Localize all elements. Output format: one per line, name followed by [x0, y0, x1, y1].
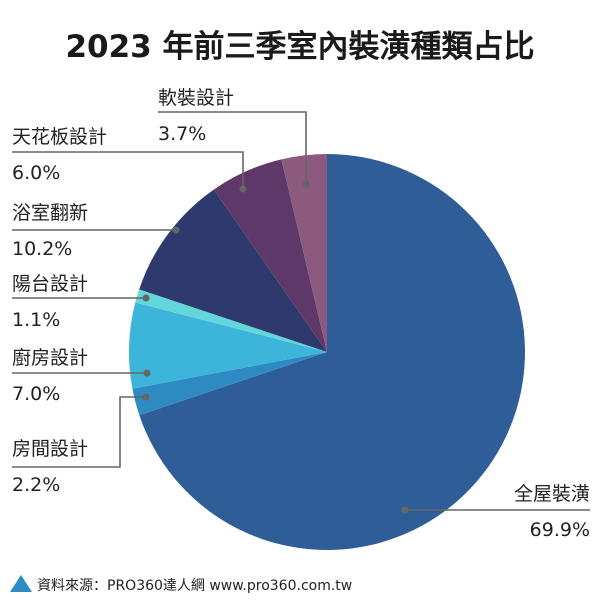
source-text: 資料來源：PRO360達人網 www.pro360.com.tw — [37, 578, 352, 594]
leader-dot — [239, 185, 247, 193]
pie-slice — [281, 154, 327, 352]
slice-label: 天花板設計 — [12, 126, 107, 148]
leader-line — [12, 396, 146, 468]
pie-slice — [135, 289, 327, 352]
slice-label: 全屋裝潢 — [514, 483, 590, 505]
slice-value-label: 3.7% — [158, 123, 206, 145]
slice-labels: 全屋裝潢 69.9% 房間設計 2.2% 廚房設計 7.0% 陽台設計 1.1% 浴室翻新 10.… — [12, 87, 590, 541]
leader-dot — [401, 506, 409, 514]
leader-dot — [142, 294, 150, 302]
pie-slice — [139, 154, 525, 551]
pie-slices — [129, 154, 525, 551]
slice-value-label: 2.2% — [12, 474, 60, 496]
leader-dot — [172, 226, 180, 234]
pie-slice — [129, 302, 327, 389]
slice-label: 廚房設計 — [12, 346, 88, 369]
slice-value-label: 1.1% — [12, 309, 60, 331]
pie-slice — [213, 159, 327, 352]
slice-value-label: 10.2% — [12, 238, 72, 260]
slice-value-label: 7.0% — [12, 383, 60, 405]
leader-line — [158, 111, 307, 184]
leader-dot — [142, 393, 150, 401]
slice-value-label: 6.0% — [12, 162, 60, 184]
leader-line — [12, 151, 244, 189]
slice-label: 浴室翻新 — [12, 202, 88, 224]
slice-value-label: 69.9% — [530, 519, 590, 541]
slice-label: 軟裝設計 — [158, 87, 234, 109]
slice-label: 房間設計 — [12, 438, 88, 460]
leader-dot — [302, 180, 310, 188]
leader-dot — [143, 369, 151, 377]
slice-label: 陽台設計 — [12, 273, 88, 295]
source-note: 資料來源：PRO360達人網 www.pro360.com.tw — [10, 575, 352, 594]
chart-title: 2023 年前三季室內裝潢種類占比 — [65, 29, 534, 65]
triangle-icon — [10, 575, 32, 592]
pie-slice — [132, 352, 327, 416]
pie-slice — [139, 189, 327, 352]
